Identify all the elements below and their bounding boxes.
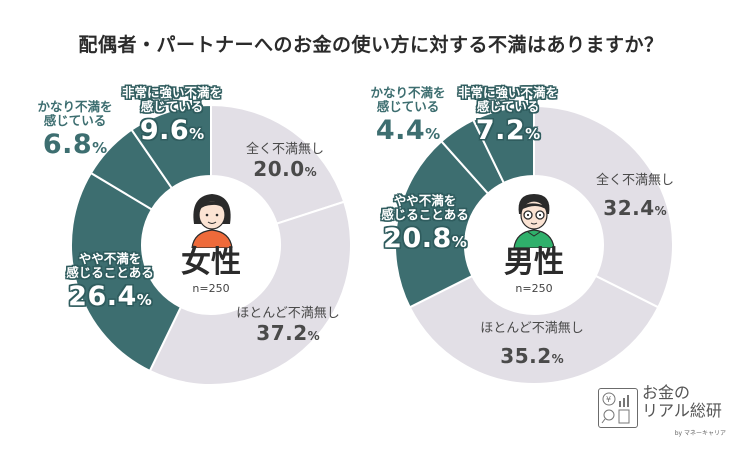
donut-segment	[70, 171, 183, 373]
label-very-strong: 非常に強い不満を 感じている 9.6%	[121, 85, 222, 146]
label-none: 全く不満無し 20.0%	[245, 142, 324, 181]
donut-female	[70, 103, 352, 386]
donut-segment	[148, 200, 352, 386]
donut-male	[394, 104, 674, 385]
logo-subtitle: by マネーキャリア	[674, 430, 726, 437]
female-avatar-icon	[191, 194, 233, 248]
label-hardly: ほとんど不満無し 35.2%	[480, 321, 584, 368]
sample-size: n=250	[192, 282, 230, 295]
donut-segment	[130, 103, 212, 190]
donut-segment	[533, 104, 674, 309]
donut-segment	[408, 274, 660, 385]
donut-segment	[471, 104, 535, 185]
donut-segment	[210, 103, 346, 225]
sample-size: n=250	[515, 282, 553, 295]
label-somewhat: やや不満を 感じることある 26.4%	[66, 251, 154, 312]
label-quite: かなり不満を 感じている 6.8%	[37, 99, 113, 160]
label-quite: かなり不満を 感じている 4.4%	[370, 85, 446, 146]
logo-icon: ¥	[598, 388, 638, 428]
gender-label: 男性	[504, 245, 564, 280]
label-none: 全く不満無し 32.4%	[595, 173, 674, 220]
label-somewhat: やや不満を 感じることある 20.8%	[381, 193, 469, 254]
brand-logo: ¥ お金の リアル総研 by マネーキャリア	[598, 383, 730, 440]
female-center-label: 女性 n=250	[171, 245, 251, 296]
male-avatar-icon	[513, 194, 555, 248]
svg-text:¥: ¥	[606, 395, 611, 404]
male-center-label: 男性 n=250	[494, 245, 574, 296]
label-hardly: ほとんど不満無し 37.2%	[236, 306, 340, 345]
chart-title: 配偶者・パートナーへのお金の使い方に対する不満はありますか？	[78, 34, 664, 56]
gender-label: 女性	[181, 245, 241, 280]
logo-text: お金の リアル総研	[642, 383, 722, 421]
label-very-strong: 非常に強い不満を 感じている 7.2%	[457, 85, 558, 146]
donut-segment	[394, 139, 490, 309]
